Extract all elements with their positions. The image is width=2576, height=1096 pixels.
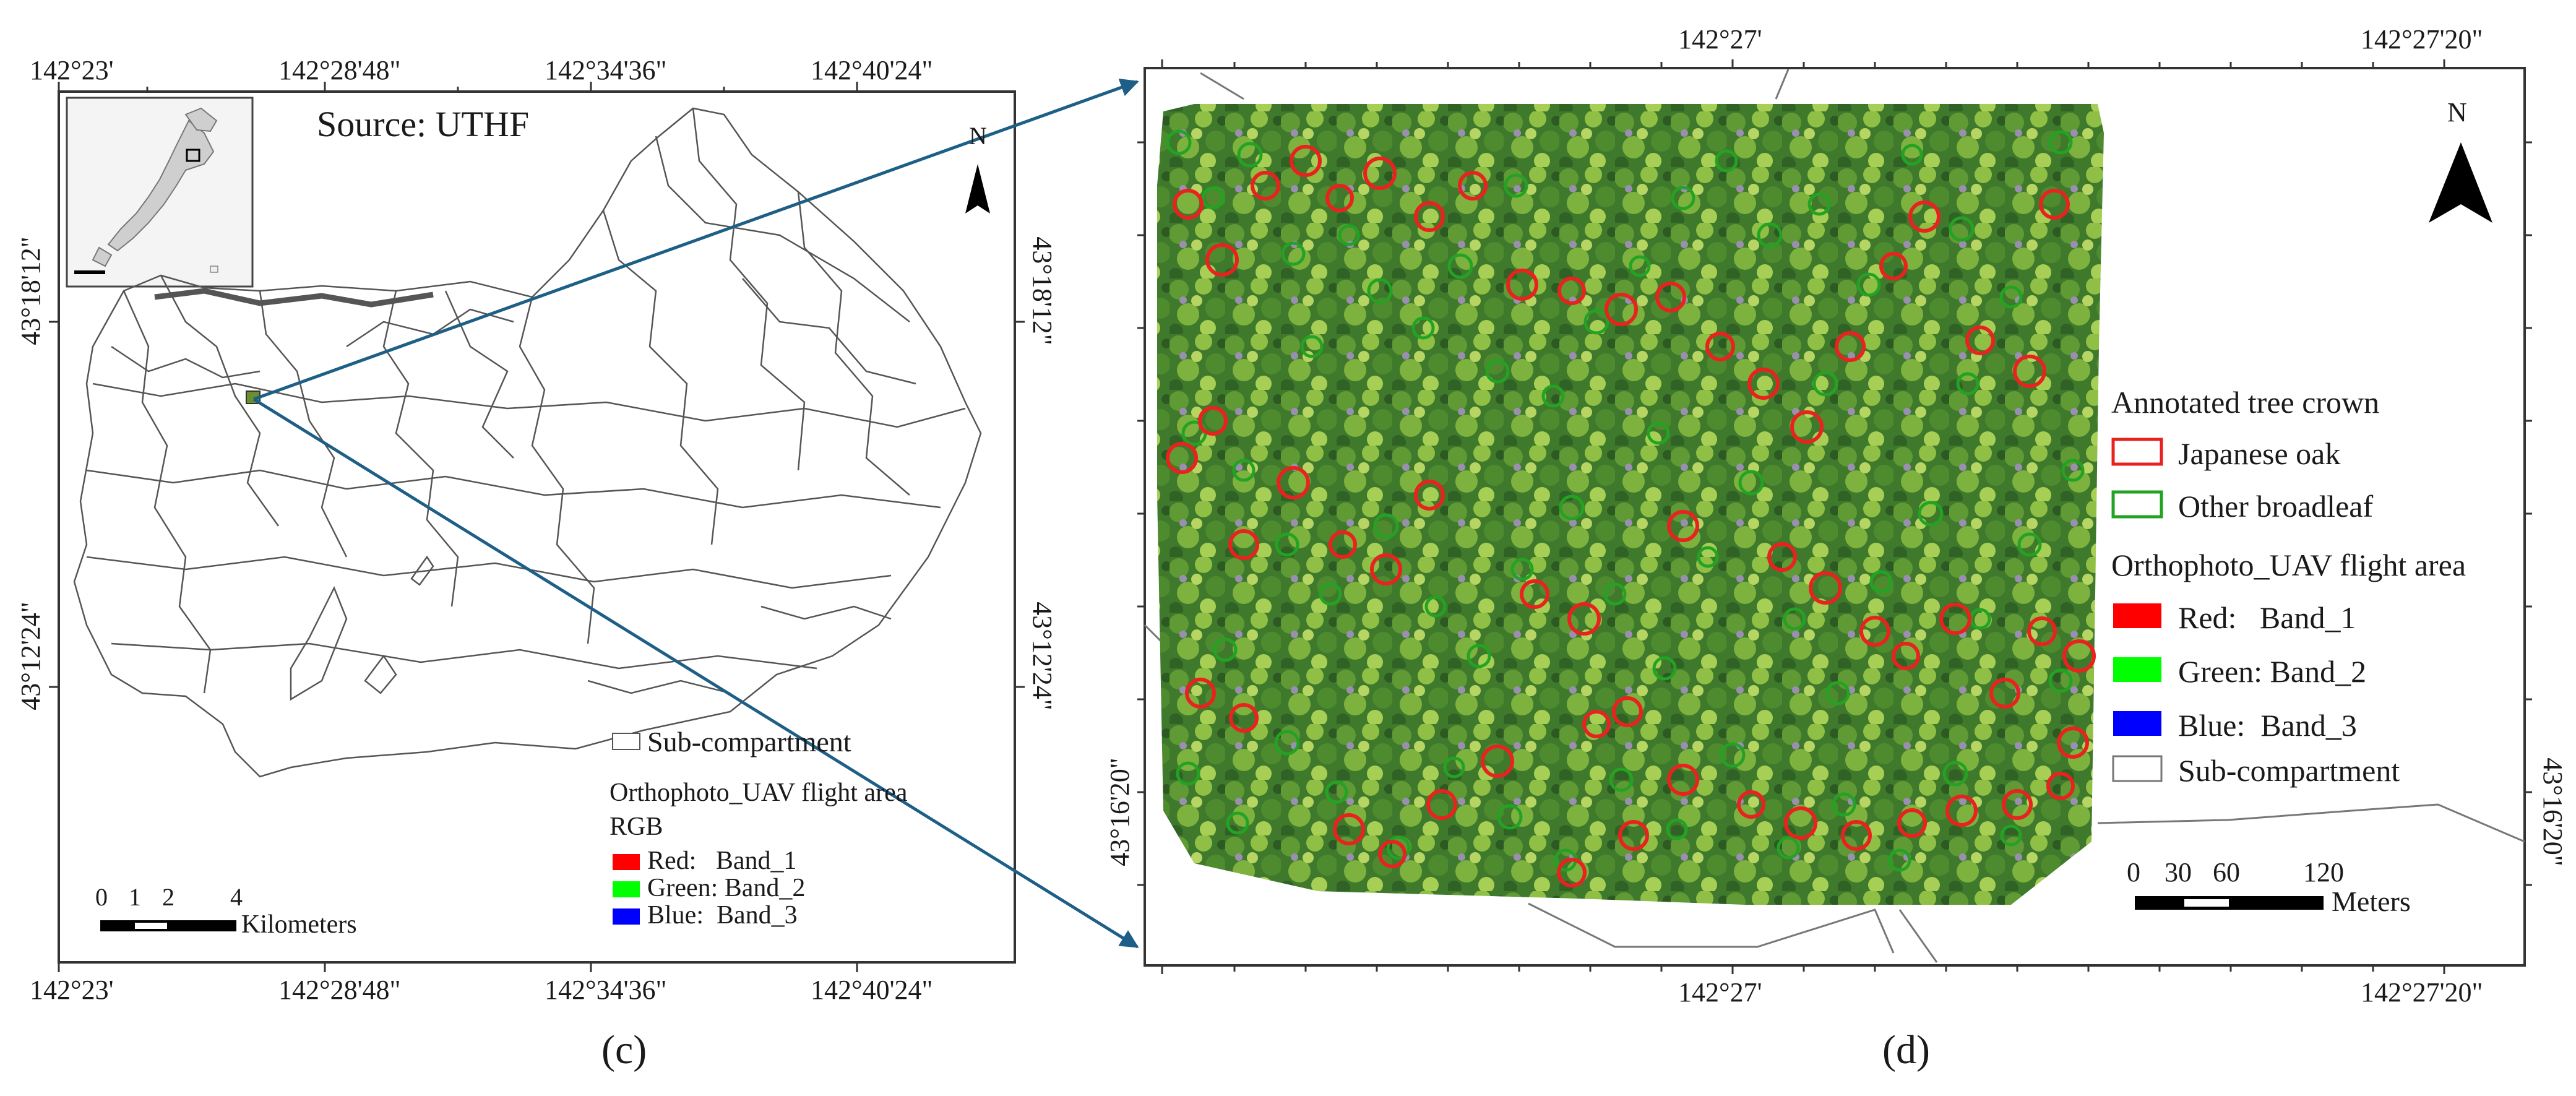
c-top-lon-0: 142°23' [30, 55, 114, 85]
legend-d-red-swatch [2113, 603, 2161, 628]
c-scale-tick-1: 1 [129, 883, 141, 911]
c-bottom-lon-3: 142°40'24" [811, 975, 933, 1005]
c-top-lon-1: 142°28'48" [278, 55, 401, 85]
c-left-lat-1: 43°12'24" [15, 602, 46, 710]
legend-d-blue-swatch [2113, 711, 2161, 736]
legend-c-subcompartment-swatch [612, 733, 640, 750]
c-scale-tick-0: 0 [95, 883, 108, 911]
d-legend-green: Green: Band_2 [2178, 654, 2367, 689]
d-legend-crown-title: Annotated tree crown [2111, 385, 2380, 420]
north-label-d: N [2447, 97, 2467, 127]
caption-d: (d) [1882, 1027, 1930, 1072]
d-top-lon-1: 142°27'20" [2361, 24, 2483, 54]
panel-d-top-ticks [1161, 59, 2445, 68]
c-top-lon-2: 142°34'36" [545, 55, 667, 85]
c-legend-green: Green: Band_2 [647, 874, 806, 902]
source-label: Source: UTHF [317, 104, 530, 144]
d-legend-subcompartment: Sub-compartment [2178, 753, 2400, 788]
c-right-lat-0: 43°18'12" [1027, 236, 1058, 345]
c-bottom-lon-1: 142°28'48" [278, 975, 401, 1005]
north-arrow-d [2429, 142, 2492, 223]
legend-d-oak-swatch [2111, 438, 2163, 466]
legend-d-subcompartment-swatch [2112, 755, 2163, 782]
c-legend-red: Red: Band_1 [647, 847, 797, 875]
c-scale-unit: Kilometers [241, 910, 357, 939]
japanese-oak-crowns [1166, 145, 2096, 887]
c-scale-tick-3: 4 [230, 883, 243, 911]
d-left-lat: 43°16'20" [1105, 757, 1135, 866]
c-right-lat-1: 43°12'24" [1027, 602, 1058, 710]
north-arrow-c [965, 164, 990, 214]
d-top-lon-0: 142°27' [1678, 24, 1762, 54]
d-scale-tick-1: 30 [2165, 857, 2192, 887]
north-label-c: N [969, 122, 987, 150]
panel-d-side-ticks [1137, 141, 2532, 886]
c-top-lon-3: 142°40'24" [811, 55, 933, 85]
d-scale-tick-2: 60 [2213, 857, 2240, 887]
d-right-lat: 43°16'20" [2538, 757, 2568, 866]
d-legend-broadleaf: Other broadleaf [2178, 489, 2374, 524]
scale-bar-d [2135, 896, 2324, 910]
d-scale-unit: Meters [2332, 886, 2411, 917]
panel-c-bottom-ticks [58, 962, 858, 972]
legend-d-broadleaf-swatch [2111, 490, 2163, 519]
d-legend-blue: Blue: Band_3 [2178, 708, 2357, 743]
legend-d-green-swatch [2113, 657, 2161, 682]
d-scale-tick-3: 120 [2303, 857, 2344, 887]
panel-c-map [49, 82, 1025, 972]
panel-d-map [1137, 59, 2532, 974]
panel-c-side-ticks [49, 321, 1025, 688]
river-line [154, 288, 434, 308]
c-legend-rgb: RGB [610, 813, 663, 841]
c-bottom-lon-0: 142°23' [30, 975, 114, 1005]
orthophoto-uav [1157, 104, 2104, 905]
d-scale-tick-0: 0 [2127, 857, 2140, 887]
d-bottom-lon-0: 142°27' [1678, 977, 1762, 1008]
legend-c-blue-swatch [613, 908, 640, 925]
legend-c-red-swatch [613, 854, 640, 870]
c-legend-subcompartment: Sub-compartment [647, 726, 851, 757]
connector-arrows [252, 79, 1139, 949]
panel-c-top-ticks [58, 82, 858, 92]
d-legend-red: Red: Band_1 [2178, 600, 2356, 635]
c-legend-blue: Blue: Band_3 [647, 901, 798, 930]
other-broadleaf-crowns [1166, 129, 2085, 872]
panel-d-bottom-ticks [1161, 965, 2445, 974]
d-bottom-lon-1: 142°27'20" [2361, 977, 2483, 1008]
uthf-forest-outline [73, 107, 982, 778]
c-bottom-lon-2: 142°34'36" [545, 975, 667, 1005]
d-legend-area-title: Orthophoto_UAV flight area [2111, 548, 2466, 582]
c-legend-area-title: Orthophoto_UAV flight area [610, 779, 908, 807]
d-legend-oak: Japanese oak [2178, 436, 2341, 471]
japan-inset-map [66, 97, 254, 288]
caption-c: (c) [601, 1027, 647, 1072]
c-scale-tick-2: 2 [162, 883, 174, 911]
legend-c-green-swatch [613, 881, 640, 897]
scale-bar-c [100, 920, 236, 931]
c-left-lat-0: 43°18'12" [15, 236, 46, 345]
panel-d-subcompartment-lines [1144, 69, 2525, 963]
